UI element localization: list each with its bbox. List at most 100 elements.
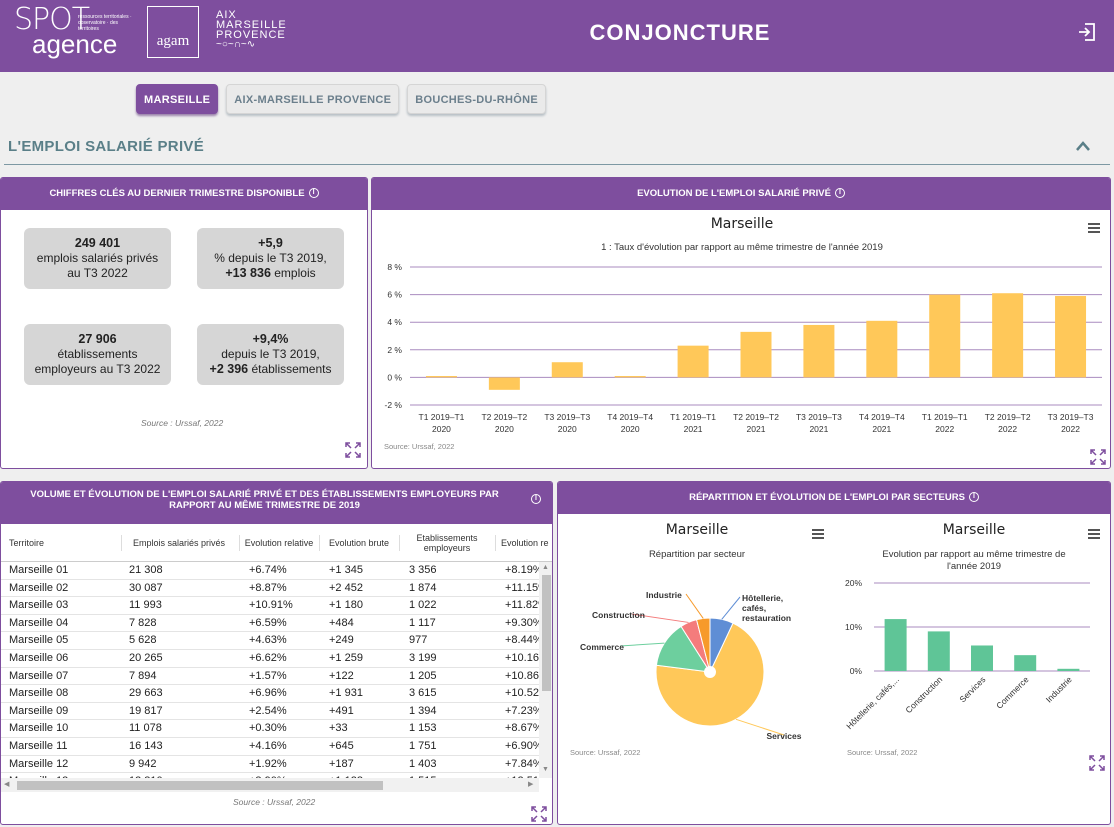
tab-bouches-du-rhone[interactable]: BOUCHES-DU-RHÔNE: [407, 84, 546, 114]
tab-marseille[interactable]: MARSEILLE: [136, 84, 219, 114]
expand-icon[interactable]: [1089, 755, 1105, 771]
table-row[interactable]: Marseille 11 16 143 +4.16% +645 1 751 +6.90%: [1, 738, 539, 756]
pie-connector: [619, 642, 665, 647]
pie-label: restauration: [742, 613, 791, 623]
expand-icon[interactable]: [531, 806, 547, 822]
vertical-scrollbar[interactable]: ▲ ▼: [539, 562, 552, 778]
table-cell: 1 394: [409, 704, 437, 717]
info-icon[interactable]: i: [968, 492, 979, 503]
scroll-left-icon[interactable]: ◀: [4, 781, 10, 788]
table-row[interactable]: Marseille 08 29 663 +6.96% +1 931 3 615 +10.5…: [1, 685, 539, 703]
info-icon[interactable]: i: [308, 188, 319, 199]
y-tick-label: -2 %: [385, 400, 403, 410]
table-cell: 3 356: [409, 564, 437, 576]
kpi-label: employeurs au T3 2022: [34, 362, 161, 376]
scrollbar-thumb[interactable]: [17, 781, 383, 790]
table-row[interactable]: Marseille 07 7 894 +1.57% +122 1 205 +10.86%: [1, 668, 539, 686]
column-header[interactable]: Etablissements employeurs: [401, 524, 496, 562]
column-header[interactable]: Evolution brute: [321, 524, 400, 562]
table-cell: +1.92%: [249, 757, 287, 770]
column-header[interactable]: Territoire: [9, 524, 122, 562]
table-row[interactable]: Marseille 04 7 828 +6.59% +484 1 117 +9.30%: [1, 615, 539, 633]
kpi-label: +2 396 établissements: [197, 362, 344, 377]
table-row[interactable]: Marseille 05 5 628 +4.63% +249 977 +8.44%: [1, 632, 539, 650]
table-row[interactable]: Marseille 09 19 817 +2.54% +491 1 394 +7.23%: [1, 703, 539, 721]
scroll-up-icon[interactable]: ▲: [542, 564, 549, 571]
source-note: Source: Urssaf, 2022: [847, 748, 918, 757]
column-header[interactable]: Evolution relative: [241, 524, 320, 562]
expand-icon[interactable]: [1090, 449, 1106, 465]
table-cell: +10.52%: [505, 687, 539, 700]
x-tick-label: 2020: [495, 424, 514, 434]
table-cell: +491: [329, 704, 354, 717]
table-cell: 1 515: [409, 773, 437, 778]
bar: [884, 619, 907, 671]
bar: [551, 362, 583, 378]
bar: [1057, 668, 1080, 671]
table-cell: +8.44%: [505, 634, 539, 647]
column-header[interactable]: Emplois salariés privés: [121, 524, 240, 562]
sectors-header: RÉPARTITION ET ÉVOLUTION DE L'EMPLOI PAR…: [558, 482, 1110, 514]
agam-logo[interactable]: agam: [147, 6, 199, 58]
expand-icon[interactable]: [345, 442, 361, 458]
table-cell: +6.90%: [505, 740, 539, 752]
table-cell: 29 663: [129, 687, 163, 700]
kpi-card-establishments: 27 906 établissements employeurs au T3 2…: [24, 324, 171, 385]
kpi-value: +9,4%: [252, 332, 289, 346]
table-cell: 1 874: [409, 581, 437, 594]
chart-menu-icon[interactable]: [1088, 529, 1100, 539]
table-row[interactable]: Marseille 10 11 078 +0.30% +33 1 153 +8.67%: [1, 720, 539, 738]
panel-title: CHIFFRES CLÉS AU DERNIER TRIMESTRE DISPO…: [49, 188, 305, 199]
info-icon[interactable]: i: [531, 494, 541, 504]
amp-logo-line: MARSEILLE: [216, 19, 287, 31]
x-tick-label: 2021: [872, 424, 891, 434]
table-cell: +12.51%: [505, 773, 539, 778]
tab-aix-marseille-provence[interactable]: AIX-MARSEILLE PROVENCE: [226, 84, 400, 114]
spot-logo-subtext: ressources territoriales · observatoire …: [78, 14, 132, 32]
bar: [929, 294, 961, 378]
table-cell: +2 452: [329, 581, 363, 594]
table-header: Territoire Emplois salariés privés Evolu…: [1, 524, 552, 562]
aix-marseille-provence-logo[interactable]: AIX MARSEILLE PROVENCE ~○~∩~∿: [216, 10, 287, 50]
scroll-down-icon[interactable]: ▼: [542, 766, 549, 773]
scrollbar-thumb[interactable]: [542, 575, 551, 691]
table-cell: +187: [329, 757, 354, 770]
table-cell: 1 117: [409, 616, 436, 629]
bar-chart-title: Marseille: [942, 522, 1006, 538]
column-header[interactable]: Evolution re: [501, 538, 549, 548]
table-row[interactable]: Marseille 06 20 265 +6.62% +1 259 3 199 +10.1…: [1, 650, 539, 668]
chevron-up-icon[interactable]: [1075, 139, 1091, 153]
kpi-label: établissements: [57, 347, 138, 361]
x-tick-label: T1 2019–T1: [419, 412, 465, 422]
x-tick-label: T1 2019–T1: [922, 412, 968, 422]
x-tick-label: 2020: [558, 424, 577, 434]
chart-menu-icon[interactable]: [1088, 223, 1100, 233]
table-row[interactable]: Marseille 03 11 993 +10.91% +1 180 1 022 +11.…: [1, 597, 539, 615]
table-row[interactable]: Marseille 02 30 087 +8.87% +2 452 1 874 +11.1…: [1, 580, 539, 598]
kpi-value: 249 401: [74, 236, 121, 250]
pie-connector: [685, 593, 704, 619]
table-cell: +645: [329, 740, 354, 752]
table-cell: 1 751: [409, 740, 437, 752]
table-row[interactable]: Marseille 13 13 810 +8.90% +1 128 1 515 +12.5…: [1, 773, 539, 778]
scroll-right-icon[interactable]: ▶: [528, 781, 534, 788]
table-panel: VOLUME ET ÉVOLUTION DE L'EMPLOI SALARIÉ …: [0, 481, 553, 825]
chart-menu-icon[interactable]: [812, 529, 824, 539]
table-row[interactable]: Marseille 12 9 942 +1.92% +187 1 403 +7.84%: [1, 756, 539, 774]
horizontal-scrollbar[interactable]: ◀ ▶: [1, 778, 539, 792]
logout-icon[interactable]: [1077, 22, 1097, 42]
table-cell: Marseille 13: [9, 773, 68, 778]
bar: [803, 324, 835, 378]
kpi-label: % depuis le T3 2019,: [214, 251, 327, 265]
bar-chart-subtitle: Evolution par rapport au même trimestre …: [882, 549, 1066, 572]
kpi-label: depuis le T3 2019,: [221, 347, 320, 361]
kpi-unit: établissements: [248, 362, 332, 376]
bar: [425, 376, 457, 378]
kpi-card-establishments-evolution: +9,4% depuis le T3 2019, +2 396 établiss…: [197, 324, 344, 385]
table-cell: 1 022: [409, 599, 437, 612]
spot-agence-logo[interactable]: SPOT ressources territoriales · observat…: [14, 5, 134, 62]
x-tick-label: 2021: [747, 424, 766, 434]
info-icon[interactable]: i: [834, 188, 845, 199]
table-row[interactable]: Marseille 01 21 308 +6.74% +1 345 3 356 +8.19…: [1, 562, 539, 580]
